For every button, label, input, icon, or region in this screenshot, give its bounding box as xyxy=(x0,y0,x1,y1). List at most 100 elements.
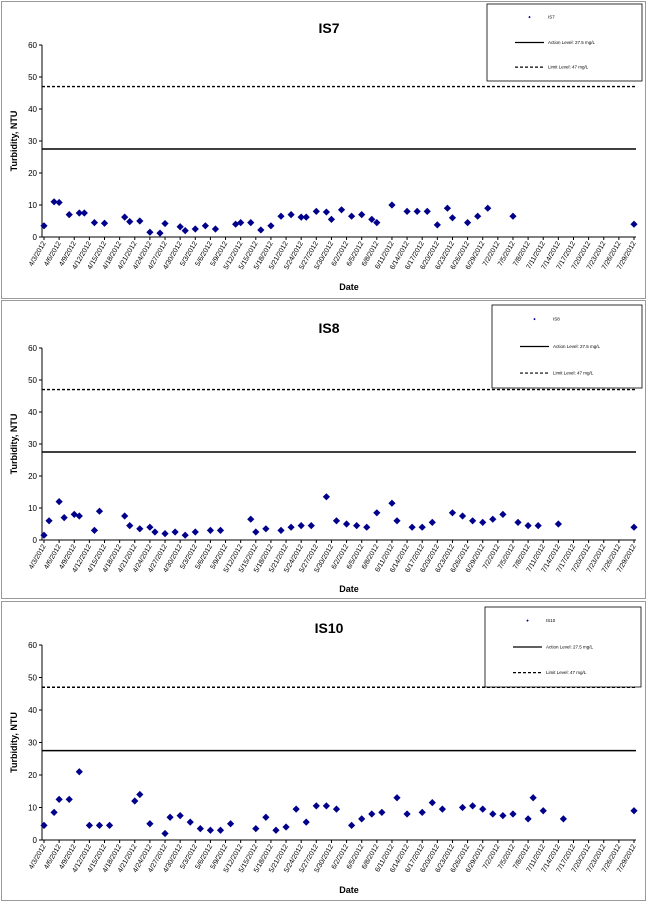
data-point xyxy=(151,528,159,536)
data-point xyxy=(630,523,638,531)
data-point xyxy=(413,207,421,215)
chart-panel-is8: IS8 0 10 20 30 40 50 60 4/3/2012 4/6/2012 4/9/2012… xyxy=(1,300,646,599)
data-point xyxy=(448,214,457,222)
data-point xyxy=(499,812,507,820)
data-point xyxy=(50,808,58,816)
y-tick-label: 30 xyxy=(28,739,37,748)
data-point xyxy=(373,219,381,227)
legend-entry: Limit Level: 47 mg/L xyxy=(548,65,589,70)
data-point xyxy=(75,768,83,776)
data-point xyxy=(307,522,315,530)
chart-panel-is10: IS10 0 10 20 30 40 50 60 4/3/2012 4/6/2012 4/9/201… xyxy=(1,601,646,901)
data-point xyxy=(378,808,386,816)
data-point xyxy=(509,212,517,220)
data-point xyxy=(90,219,99,227)
data-point xyxy=(90,526,99,534)
chart-title: IS7 xyxy=(318,20,339,36)
data-point xyxy=(514,518,522,526)
data-point xyxy=(161,530,169,538)
data-point xyxy=(469,802,477,810)
data-point xyxy=(337,206,346,214)
data-point xyxy=(206,826,215,834)
data-point xyxy=(201,222,209,230)
data-point xyxy=(348,821,356,829)
data-point xyxy=(247,219,255,227)
data-point xyxy=(126,522,134,530)
legend-marker xyxy=(533,317,536,321)
data-point xyxy=(474,212,482,220)
data-point xyxy=(302,213,310,221)
data-point xyxy=(630,220,638,228)
data-point xyxy=(131,797,139,805)
data-point xyxy=(418,808,426,816)
data-point xyxy=(277,526,285,534)
data-point xyxy=(277,212,285,220)
data-point xyxy=(353,522,361,530)
legend-entry: Limit Level: 47 mg/L xyxy=(546,670,587,675)
data-point xyxy=(489,515,497,523)
data-point xyxy=(373,509,381,517)
chart-is10: IS1001020304050604/3/20124/6/20124/9/201… xyxy=(9,606,642,895)
data-point xyxy=(161,829,169,838)
data-point xyxy=(55,795,63,803)
data-point xyxy=(60,514,68,522)
data-point xyxy=(312,802,320,810)
y-tick-label: 20 xyxy=(28,169,37,178)
data-point xyxy=(70,510,78,518)
data-point xyxy=(559,815,568,823)
legend-marker xyxy=(528,15,531,19)
data-point xyxy=(100,219,109,227)
data-point xyxy=(247,515,255,523)
legend-entry: IS7 xyxy=(548,15,555,20)
data-point xyxy=(146,228,154,236)
y-tick-label: 30 xyxy=(28,137,37,146)
data-point xyxy=(166,813,174,821)
data-point xyxy=(524,815,532,823)
legend-marker xyxy=(526,619,529,622)
data-point xyxy=(342,520,351,528)
y-tick-label: 0 xyxy=(33,233,38,242)
data-point xyxy=(408,523,416,531)
data-point xyxy=(85,821,93,829)
data-point xyxy=(75,209,83,217)
data-point xyxy=(65,795,73,803)
data-point xyxy=(176,812,184,820)
data-point xyxy=(388,499,396,507)
data-point xyxy=(226,820,235,828)
data-point xyxy=(75,512,83,520)
data-point xyxy=(262,813,270,821)
data-point xyxy=(479,518,487,526)
legend-entry: Action Level: 27.5 mg/L xyxy=(548,40,596,45)
data-point xyxy=(302,818,310,826)
chart-is8: IS801020304050604/3/20124/6/20124/9/2012… xyxy=(9,304,643,594)
y-tick-label: 10 xyxy=(28,201,37,210)
data-point xyxy=(216,526,225,534)
data-point xyxy=(55,498,63,506)
data-point xyxy=(181,531,189,539)
data-point xyxy=(40,222,48,230)
data-point xyxy=(363,523,371,531)
data-point xyxy=(332,517,341,525)
data-point xyxy=(176,223,184,231)
y-tick-label: 20 xyxy=(28,771,37,780)
y-tick-label: 40 xyxy=(28,105,37,114)
data-point xyxy=(252,528,260,536)
data-point xyxy=(479,805,487,813)
data-point xyxy=(267,222,275,230)
x-axis-label: Date xyxy=(339,584,359,594)
chart-is7: IS701020304050604/3/20124/6/20124/9/2012… xyxy=(9,3,643,292)
data-point xyxy=(358,211,366,219)
data-point xyxy=(156,229,164,237)
data-point xyxy=(348,212,356,220)
y-tick-label: 60 xyxy=(28,344,37,353)
data-point xyxy=(40,821,48,829)
data-point xyxy=(539,807,547,815)
data-point xyxy=(206,526,215,534)
data-point xyxy=(297,213,305,221)
data-point xyxy=(40,531,48,539)
data-point xyxy=(65,211,73,219)
data-point xyxy=(428,518,436,526)
data-point xyxy=(257,226,265,234)
y-tick-label: 50 xyxy=(28,376,37,385)
data-point xyxy=(252,825,260,833)
